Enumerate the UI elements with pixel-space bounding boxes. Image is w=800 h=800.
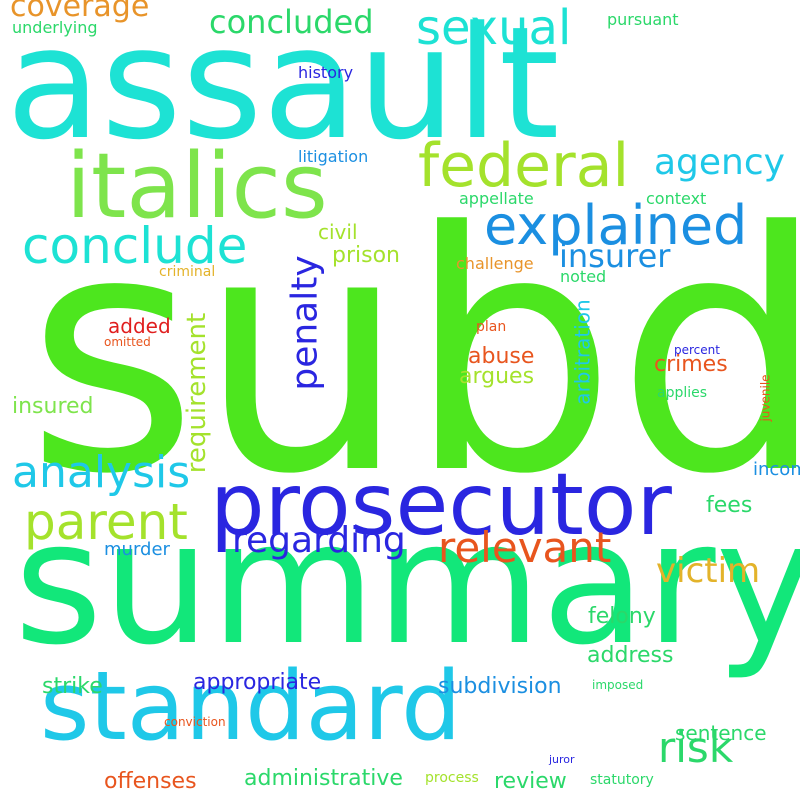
word-explained: explained <box>484 194 748 257</box>
word-federal: federal <box>418 131 630 201</box>
word-underlying: underlying <box>12 18 98 37</box>
word-administrative: administrative <box>244 766 403 791</box>
word-added: added <box>108 314 171 338</box>
word-challenge: challenge <box>456 254 534 273</box>
word-civil: civil <box>318 220 358 244</box>
word-pursuant: pursuant <box>607 10 679 29</box>
word-summary: summary <box>14 485 800 683</box>
word-subdivision: subdivision <box>438 674 562 699</box>
word-context: context <box>646 189 707 208</box>
word-applies: applies <box>657 385 708 401</box>
word-victim: victim <box>656 551 761 591</box>
word-regarding: regarding <box>232 520 406 561</box>
word-sexual: sexual <box>416 0 572 56</box>
word-noted: noted <box>560 267 607 286</box>
word-litigation: litigation <box>298 147 369 166</box>
word-abuse: abuse <box>468 344 535 369</box>
word-assault: assault <box>6 0 560 174</box>
word-income: income <box>753 459 800 480</box>
word-address: address <box>587 643 674 668</box>
word-strike: strike <box>42 674 103 699</box>
word-juror: juror <box>549 753 575 766</box>
word-criminal: criminal <box>159 264 216 280</box>
word-arbitration: arbitration <box>570 299 595 405</box>
word-analysis: analysis <box>12 447 191 498</box>
word-prison: prison <box>332 243 400 268</box>
word-process: process <box>425 770 479 786</box>
word-prosecutor: prosecutor <box>210 455 672 555</box>
word-insured: insured <box>12 394 94 419</box>
word-conclude: conclude <box>22 217 248 275</box>
word-appropriate: appropriate <box>193 670 322 695</box>
word-murder: murder <box>104 539 170 560</box>
word-juvenile: juvenile <box>758 374 773 422</box>
word-conviction: conviction <box>164 715 226 729</box>
word-plan: plan <box>476 319 507 335</box>
word-statutory: statutory <box>590 772 654 788</box>
word-omitted: omitted <box>104 335 151 349</box>
word-parent: parent <box>24 493 188 551</box>
word-standard: standard <box>40 652 462 762</box>
word-subd: subd <box>26 162 800 546</box>
word-concluded: concluded <box>209 3 374 41</box>
word-insurer: insurer <box>559 237 671 275</box>
word-appellate: appellate <box>459 189 534 208</box>
word-coverage: coverage <box>10 0 150 24</box>
word-agency: agency <box>654 142 785 183</box>
word-risk: risk <box>658 723 734 772</box>
word-crimes: crimes <box>654 352 728 377</box>
word-felony: felony <box>588 604 656 629</box>
word-argues: argues <box>459 364 535 389</box>
word-offenses: offenses <box>104 769 197 794</box>
word-history: history <box>298 63 354 82</box>
word-penalty: penalty <box>284 255 326 391</box>
word-relevant: relevant <box>438 523 612 572</box>
word-percent: percent <box>674 343 720 357</box>
word-imposed: imposed <box>592 678 644 692</box>
word-italics: italics <box>66 134 328 239</box>
word-fees: fees <box>706 493 753 518</box>
word-review: review <box>494 769 567 794</box>
word-requirement: requirement <box>182 312 213 474</box>
word-sentence: sentence <box>675 721 767 745</box>
